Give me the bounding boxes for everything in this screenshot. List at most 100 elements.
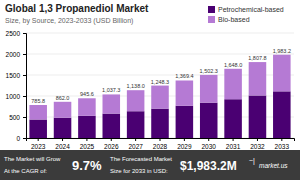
x-tick: 2027 [128, 138, 143, 150]
bar-segment [127, 111, 145, 138]
bar-segment [200, 75, 218, 103]
y-tick-label: 0 [16, 135, 20, 142]
x-tick-mark [38, 138, 39, 141]
x-tick-label: 2025 [80, 143, 95, 150]
x-tick-mark [233, 138, 234, 141]
total-label: 1,037.3 [102, 87, 120, 93]
bar-segment [224, 99, 242, 138]
footer-annotation: $1,983.2M [180, 159, 237, 173]
x-tick-label: 2028 [153, 143, 168, 150]
x-axis-line [27, 139, 295, 142]
bar-segment [151, 86, 169, 109]
bars [29, 55, 290, 138]
x-tick: 2030 [201, 138, 216, 150]
bar-segment [273, 55, 291, 92]
x-tick-mark [208, 138, 209, 141]
y-tick-label: 500 [9, 114, 20, 121]
x-tick: 2024 [55, 138, 70, 150]
bar-segment [103, 114, 121, 138]
footer-annotation: The Market will Grow [4, 156, 61, 162]
x-tick-label: 2027 [128, 143, 143, 150]
footer-annotation: ~| [249, 157, 255, 165]
total-label: 785.8 [31, 98, 45, 104]
footer-annotation: Size for 2033 in USD: [110, 168, 168, 174]
x-tick: 2025 [80, 138, 95, 150]
y-tick-mark [23, 54, 26, 55]
x-tick: 2029 [177, 138, 192, 150]
y-tick-mark [23, 96, 26, 97]
bar-segment [249, 62, 267, 95]
grid [26, 33, 294, 138]
legend: Petrochemical-based Bio-based [208, 6, 284, 23]
legend-label: Petrochemical-based [218, 6, 284, 13]
x-tick: 2032 [250, 138, 265, 150]
y-tick-mark [23, 138, 26, 139]
footer-annotation: market.us [259, 162, 288, 169]
x-tick-mark [160, 138, 161, 141]
y-tick-mark [23, 33, 26, 34]
x-tick-mark [281, 138, 282, 141]
x-tick-label: 2024 [55, 143, 70, 150]
total-label: 945.6 [80, 91, 94, 97]
bar-segment [127, 90, 145, 111]
y-tick-mark [23, 75, 26, 76]
series [29, 55, 290, 120]
total-label: 1,369.4 [175, 73, 193, 79]
x-tick: 2023 [31, 138, 46, 150]
y-tick: 500 [9, 114, 26, 121]
bar-segment [78, 98, 96, 115]
legend-swatch [208, 6, 215, 13]
legend-swatch [208, 16, 215, 23]
x-tick: 2031 [226, 138, 241, 150]
total-label: 1,138.0 [126, 83, 144, 89]
x-tick-mark [111, 138, 112, 141]
x-tick: 2033 [275, 138, 290, 150]
x-tick-label: 2031 [226, 143, 241, 150]
grid-line [26, 33, 294, 34]
total-label: 862.0 [56, 95, 70, 101]
bar-segment [273, 91, 291, 138]
x-tick: 2028 [153, 138, 168, 150]
total-label: 1,983.2 [273, 48, 291, 54]
y-axis: 0 500 1000 1500 2000 2500 [6, 30, 27, 142]
y-axis-line [23, 34, 27, 139]
y-tick: 2500 [6, 30, 26, 37]
footer-annotation: At the CAGR of: [4, 168, 47, 174]
bar-segment [249, 95, 267, 138]
bar-segment [29, 105, 47, 120]
x-tick-label: 2029 [177, 143, 192, 150]
footer-annotation: The Forecasted Market [110, 156, 172, 162]
subtitle: Size, by Source, 2023-2033 (USD Billion) [5, 17, 133, 25]
footer-annotation: 9.7% [72, 158, 102, 173]
x-tick-label: 2030 [201, 143, 216, 150]
x-tick-label: 2023 [31, 143, 46, 150]
bar-segment [176, 106, 194, 138]
plot: 785.8 862.0 945.6 1,037.3 1,138.0 1,248.3 1,36… [6, 30, 295, 150]
footer-band [0, 150, 300, 180]
y-tick-label: 2500 [6, 30, 21, 37]
chart: Global 1,3 Propanediol MarketSize, by So… [0, 0, 300, 180]
x-tick-mark [62, 138, 63, 141]
x-tick-mark [135, 138, 136, 141]
x-tick-label: 2033 [275, 143, 290, 150]
x-tick-mark [86, 138, 87, 141]
bar-segment [200, 103, 218, 138]
legend-item: Petrochemical-based [208, 6, 284, 13]
legend-item: Bio-based [208, 16, 250, 23]
y-tick: 2000 [6, 51, 26, 58]
x-tick-label: 2032 [250, 143, 265, 150]
bar-segment [103, 94, 121, 113]
total-label: 1,248.3 [151, 79, 169, 85]
y-tick-label: 1000 [6, 93, 21, 100]
legend-label: Bio-based [218, 16, 250, 23]
total-label: 1,502.3 [200, 68, 218, 74]
bar-segment [29, 120, 47, 138]
y-tick-label: 1500 [6, 72, 21, 79]
total-label: 1,807.8 [248, 55, 266, 61]
x-tick-mark [184, 138, 185, 141]
bar-segment [176, 80, 194, 105]
y-tick: 1000 [6, 93, 26, 100]
bar-segment [151, 109, 169, 138]
x-tick: 2026 [104, 138, 119, 150]
total-labels: 785.8 862.0 945.6 1,037.3 1,138.0 1,248.3 1,36… [31, 48, 291, 104]
